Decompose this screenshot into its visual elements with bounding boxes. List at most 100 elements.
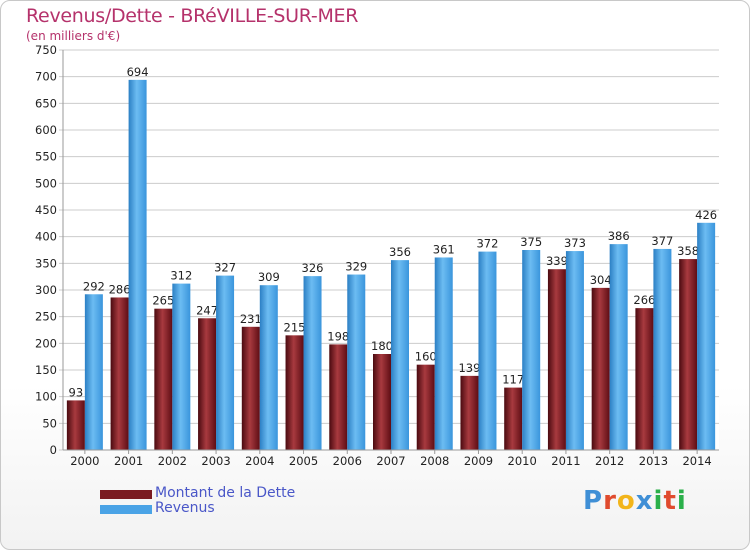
bar-dette — [198, 318, 217, 450]
value-label-dette: 180 — [371, 339, 393, 353]
value-label-revenus: 694 — [127, 65, 149, 79]
value-label-dette: 286 — [109, 282, 131, 296]
value-label-revenus: 356 — [389, 245, 411, 259]
legend-swatch-revenus — [100, 505, 152, 514]
bar-revenus — [434, 257, 453, 450]
value-label-revenus: 386 — [608, 229, 630, 243]
bar-chart: 0 50 100 150 200 250 300 350 400 450 500 550 600 650 7… — [35, 43, 719, 468]
bar-revenus — [391, 260, 409, 450]
value-label-revenus: 329 — [345, 260, 367, 274]
y-tick-label: 600 — [35, 123, 57, 137]
x-tick-label: 2002 — [158, 454, 187, 468]
bar-dette — [241, 326, 260, 450]
bar-revenus — [259, 285, 278, 450]
value-label-revenus: 312 — [170, 269, 192, 283]
value-label-revenus: 361 — [433, 242, 455, 256]
value-label-dette: 93 — [69, 385, 84, 399]
value-label-revenus: 372 — [476, 237, 498, 251]
y-tick-label: 0 — [50, 443, 57, 457]
x-tick-label: 2004 — [245, 454, 274, 468]
bar-revenus — [653, 248, 672, 450]
logo-letter: o — [616, 486, 636, 516]
bar-revenus — [565, 251, 584, 450]
value-label-revenus: 327 — [214, 261, 236, 275]
bar-dette — [110, 297, 129, 450]
y-tick-label: 450 — [35, 203, 57, 217]
value-label-dette: 198 — [327, 329, 349, 343]
value-label-dette: 358 — [677, 244, 699, 258]
y-tick-label: 200 — [35, 336, 57, 350]
bar-dette — [547, 269, 566, 450]
legend-label-revenus: Revenus — [155, 500, 215, 516]
value-label-revenus: 292 — [83, 279, 105, 293]
value-label-revenus: 377 — [651, 234, 673, 248]
y-tick-label: 350 — [35, 256, 57, 270]
x-tick-label: 2009 — [464, 454, 493, 468]
x-tick-label: 2011 — [551, 454, 580, 468]
bar-revenus — [697, 222, 716, 450]
bar-dette — [679, 259, 698, 450]
logo-letter: i — [653, 486, 664, 516]
y-tick-label: 500 — [35, 176, 57, 190]
value-label-dette: 139 — [458, 361, 480, 375]
logo-letter: x — [635, 486, 654, 516]
bar-revenus — [172, 283, 191, 450]
bar-dette — [635, 308, 654, 450]
value-label-dette: 266 — [633, 293, 655, 307]
y-tick-label: 750 — [35, 43, 57, 57]
bar-revenus — [128, 79, 147, 450]
value-label-dette: 304 — [590, 273, 612, 287]
bar-revenus — [303, 276, 322, 450]
y-tick-label: 550 — [35, 150, 57, 164]
y-tick-label: 300 — [35, 283, 57, 297]
x-tick-label: 2001 — [114, 454, 143, 468]
x-tick-label: 2013 — [639, 454, 668, 468]
value-label-dette: 265 — [152, 294, 174, 308]
bar-dette — [154, 308, 173, 450]
x-tick-label: 2003 — [201, 454, 230, 468]
chart-subtitle: (en milliers d'€) — [26, 29, 121, 43]
bar-revenus — [522, 250, 541, 450]
bar-dette — [591, 287, 610, 450]
x-tick-label: 2010 — [508, 454, 537, 468]
x-tick-label: 2014 — [682, 454, 711, 468]
value-label-revenus: 426 — [695, 208, 717, 222]
bar-dette — [329, 344, 348, 450]
value-label-dette: 247 — [196, 303, 218, 317]
bar-revenus — [478, 251, 497, 450]
bar-revenus — [609, 244, 628, 450]
value-label-revenus: 375 — [520, 235, 542, 249]
legend-label-dette: Montant de la Dette — [155, 485, 296, 501]
y-tick-label: 650 — [35, 96, 57, 110]
y-tick-label: 50 — [42, 416, 57, 430]
value-label-dette: 231 — [240, 312, 262, 326]
value-label-dette: 160 — [415, 350, 437, 364]
bar-revenus — [216, 275, 235, 450]
x-tick-label: 2005 — [289, 454, 318, 468]
x-tick-label: 2012 — [595, 454, 624, 468]
y-tick-label: 250 — [35, 310, 57, 324]
value-label-revenus: 309 — [258, 270, 280, 284]
y-tick-label: 150 — [35, 363, 57, 377]
bar-dette — [66, 400, 85, 450]
logo-letter: i — [676, 486, 687, 516]
y-tick-label: 100 — [35, 390, 57, 404]
bar-revenus — [84, 294, 103, 450]
y-tick-label: 700 — [35, 70, 57, 84]
y-tick-label: 400 — [35, 230, 57, 244]
legend-swatch-dette — [100, 490, 152, 499]
bar-dette — [460, 375, 479, 450]
bar-dette — [373, 354, 391, 450]
value-label-revenus: 373 — [564, 236, 586, 250]
logo-letter: t — [663, 486, 677, 516]
bar-dette — [416, 364, 435, 450]
value-label-dette: 117 — [502, 373, 524, 387]
x-tick-label: 2006 — [333, 454, 362, 468]
bar-revenus — [347, 274, 366, 450]
logo-letter: P — [583, 486, 604, 516]
x-tick-label: 2008 — [420, 454, 449, 468]
bar-dette — [504, 387, 523, 450]
x-tick-label: 2007 — [376, 454, 405, 468]
bar-dette — [285, 335, 304, 450]
logo-letter: r — [603, 486, 617, 516]
